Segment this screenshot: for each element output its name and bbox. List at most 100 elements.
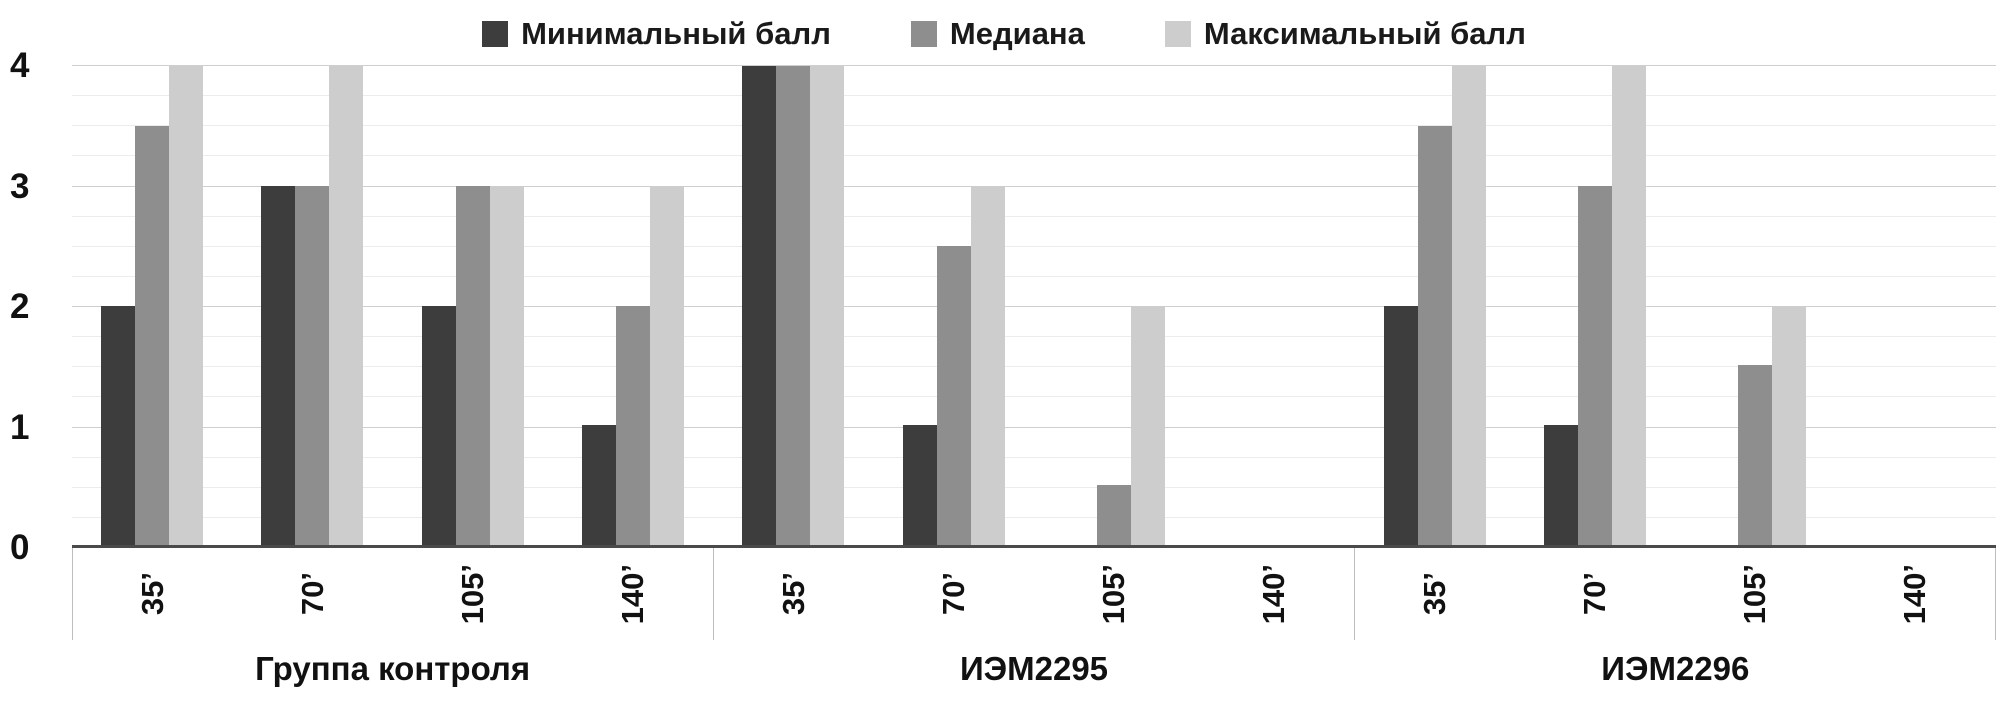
- bar: [1544, 425, 1579, 545]
- tick-slot: 35’: [73, 548, 233, 640]
- bar: [421, 305, 456, 545]
- bar-group-ИЭМ2295: [713, 66, 1354, 545]
- bar: [329, 66, 364, 545]
- bar-group-ИЭМ2296: [1355, 66, 1996, 545]
- tick-slot: 140’: [553, 548, 713, 640]
- bar: [810, 66, 845, 545]
- legend-label-max: Максимальный балл: [1203, 16, 1526, 51]
- bar-slot: [874, 66, 1034, 545]
- x-axis-tick-row: 35’ 70’ 105’ 140’ 35’ 70’ 105’ 140’ 35’ 70’ 105’ 14…: [72, 548, 1996, 640]
- bar-slot: [393, 66, 553, 545]
- bar-slot: [553, 66, 713, 545]
- bar: [650, 185, 685, 545]
- gridline: [72, 95, 1996, 97]
- bar: [261, 185, 296, 545]
- chart-area: 0 1 2 3 4: [10, 48, 1996, 565]
- bar-slot: [1194, 66, 1354, 545]
- bar: [1417, 125, 1452, 545]
- bar-slot: [232, 66, 392, 545]
- bar: [970, 185, 1005, 545]
- gridline: [72, 516, 1996, 518]
- x-tick-label: 105’: [455, 563, 490, 625]
- plot-area: [72, 66, 1996, 548]
- bar: [1131, 305, 1166, 545]
- gridline: [72, 65, 1996, 66]
- bar: [1772, 305, 1807, 545]
- legend-swatch-max-icon: [1164, 21, 1191, 47]
- gridline: [72, 245, 1996, 247]
- bar-slot: [1034, 66, 1194, 545]
- gridline: [72, 366, 1996, 368]
- bar-slot: [1836, 66, 1996, 545]
- x-tick-label: 70’: [936, 572, 971, 616]
- bar-slot: [1355, 66, 1515, 545]
- x-tick-label: 105’: [1737, 563, 1772, 625]
- gridline: [72, 306, 1996, 307]
- gridline: [72, 426, 1996, 428]
- tick-slot: 140’: [1835, 548, 1995, 640]
- tick-slot: 35’: [714, 548, 874, 640]
- x-axis-group-labels: Группа контроля ИЭМ2295 ИЭМ2296: [72, 644, 1996, 692]
- bar: [776, 66, 811, 545]
- bar-slot: [1515, 66, 1675, 545]
- bar: [1097, 485, 1132, 545]
- legend-item-min: Минимальный балл: [482, 16, 831, 52]
- y-axis-tick-label: 2: [10, 287, 30, 326]
- tick-slot: 70’: [233, 548, 393, 640]
- tick-slot: 105’: [393, 548, 553, 640]
- group-label: ИЭМ2295: [959, 650, 1109, 687]
- bar: [1383, 305, 1418, 545]
- bar: [101, 305, 136, 545]
- chart-legend: Минимальный балл Медиана Максимальный ба…: [0, 0, 2008, 54]
- gridline: [72, 275, 1996, 277]
- bar: [582, 425, 617, 545]
- legend-item-max: Максимальный балл: [1164, 16, 1526, 52]
- bar: [455, 185, 490, 545]
- tick-slot: 105’: [1675, 548, 1835, 640]
- gridline: [72, 125, 1996, 127]
- x-tick-label: 70’: [295, 572, 330, 616]
- y-axis-tick-label: 4: [10, 46, 30, 85]
- bar-group-Группа контроля: [72, 66, 713, 545]
- tick-slot: 140’: [1194, 548, 1354, 640]
- bar: [1578, 185, 1613, 545]
- gridline: [72, 215, 1996, 217]
- gridline: [72, 336, 1996, 338]
- bar-slot: [713, 66, 873, 545]
- bar: [295, 185, 330, 545]
- x-tick-label: 140’: [615, 563, 650, 625]
- gridline: [72, 486, 1996, 488]
- group-label: ИЭМ2296: [1601, 650, 1750, 687]
- x-tick-label: 140’: [1897, 563, 1932, 625]
- tick-group: 35’ 70’ 105’ 140’: [72, 548, 713, 640]
- tick-slot: 105’: [1034, 548, 1194, 640]
- bar: [742, 66, 777, 545]
- tick-slot: 35’: [1355, 548, 1515, 640]
- x-tick-label: 105’: [1096, 563, 1131, 625]
- legend-swatch-median-icon: [910, 21, 937, 47]
- legend-swatch-min-icon: [482, 21, 509, 47]
- tick-group: 35’ 70’ 105’ 140’: [713, 548, 1354, 640]
- bar: [1451, 66, 1486, 545]
- y-axis-tick-label: 1: [10, 407, 30, 447]
- bar: [1738, 365, 1773, 545]
- x-tick-label: 35’: [776, 572, 811, 616]
- bar: [169, 66, 204, 545]
- legend-label-median: Медиана: [949, 16, 1085, 51]
- x-tick-label: 35’: [1417, 572, 1452, 616]
- bar: [135, 125, 170, 545]
- gridline: [72, 396, 1996, 398]
- group-label: Группа контроля: [255, 650, 531, 687]
- bar: [902, 425, 937, 545]
- bar: [1612, 66, 1647, 545]
- x-tick-label: 140’: [1256, 563, 1291, 625]
- bar: [489, 185, 524, 545]
- bar-slot: [72, 66, 232, 545]
- bar-slot: [1675, 66, 1835, 545]
- legend-label-min: Минимальный балл: [521, 16, 831, 51]
- bar: [936, 245, 971, 545]
- x-tick-label: 70’: [1577, 572, 1612, 616]
- x-tick-label: 35’: [135, 572, 170, 616]
- tick-slot: 70’: [874, 548, 1034, 640]
